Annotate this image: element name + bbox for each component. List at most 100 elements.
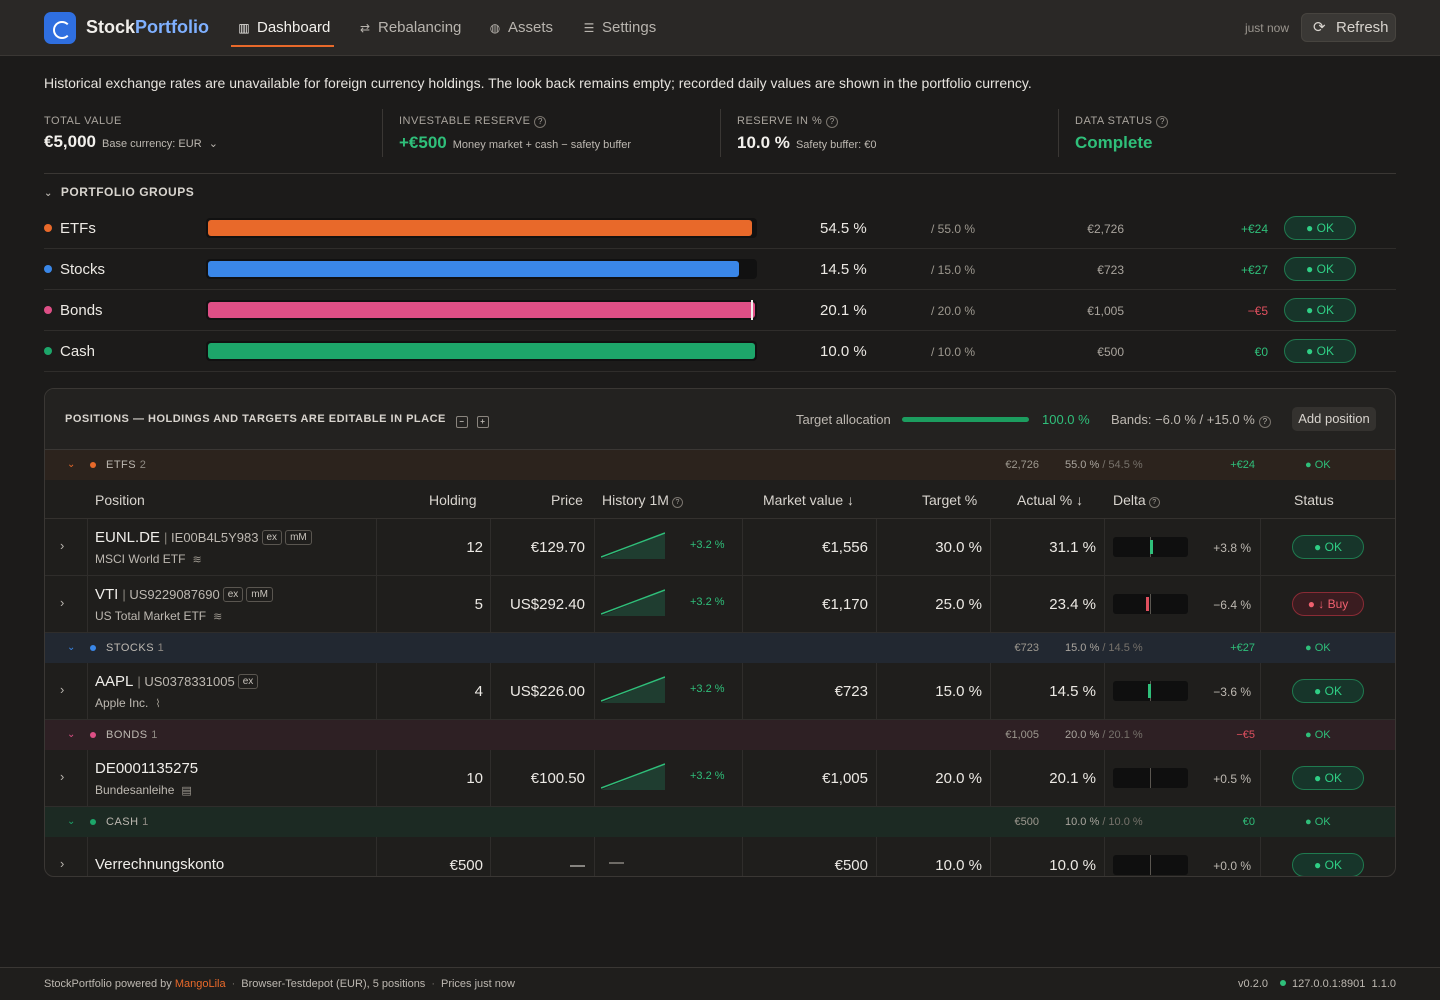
- col-delta[interactable]: Delta?: [1113, 492, 1160, 508]
- positions-panel: POSITIONS — HOLDINGS AND TARGETS ARE EDI…: [44, 388, 1396, 877]
- col-target[interactable]: Target %: [922, 492, 978, 508]
- app-logo-icon[interactable]: [44, 12, 76, 44]
- actual-pct: 10.0 %: [1049, 857, 1096, 874]
- chevron-right-icon[interactable]: ›: [60, 595, 65, 610]
- group-row-etfs[interactable]: ETFs 54.5 % / 55.0 % €2,726 +€24 ● OK: [44, 208, 1396, 249]
- table-row-bund[interactable]: › DE0001135275 Bundesanleihe ▤ 10 €100.50 +3.2…: [45, 750, 1395, 807]
- group-row-bonds[interactable]: Bonds 20.1 % / 20.0 % €1,005 −€5 ● OK: [44, 290, 1396, 331]
- target-pct-input[interactable]: 20.0 %: [935, 770, 982, 787]
- help-icon[interactable]: ?: [671, 497, 683, 508]
- holding-input[interactable]: 10: [466, 770, 483, 787]
- group-row-cash[interactable]: Cash 10.0 % / 10.0 % €500 €0 ● OK: [44, 331, 1396, 372]
- isin: IE00B4L5Y983: [164, 530, 258, 545]
- help-icon[interactable]: ?: [534, 116, 547, 128]
- section-etfs[interactable]: ⌄ ETFS 2 €2,726 55.0 % / 54.5 % +€24 ● O…: [45, 450, 1395, 480]
- market-value: €500: [834, 857, 868, 874]
- sliders-icon: ☰: [583, 21, 595, 35]
- table-row-vti[interactable]: › VTIUS9229087690exmM US Total Market ETF ≋…: [45, 576, 1395, 633]
- actual-pct: 31.1 %: [1049, 539, 1096, 556]
- connection-status-dot: [1280, 980, 1286, 986]
- ticker: VTI: [95, 586, 119, 603]
- nav-settings[interactable]: ☰ Settings: [583, 19, 657, 36]
- holding-input[interactable]: 5: [474, 596, 483, 613]
- target-pct-input[interactable]: 25.0 %: [935, 596, 982, 613]
- status-badge[interactable]: ● OK: [1292, 535, 1364, 559]
- nav-assets[interactable]: ◍ Assets: [489, 19, 554, 36]
- group-color-dot: [44, 306, 52, 314]
- chevron-right-icon[interactable]: ›: [60, 769, 65, 784]
- isin: US0378331005: [137, 674, 234, 689]
- chevron-right-icon[interactable]: ›: [60, 682, 65, 697]
- group-name: Bonds: [60, 302, 103, 319]
- column-divider: [1260, 837, 1261, 876]
- brand-name[interactable]: StockPortfolio: [86, 17, 210, 37]
- market-value: €1,556: [822, 539, 868, 556]
- section-stocks[interactable]: ⌄ STOCKS 1 €723 15.0 % / 14.5 % +€27 ● OK: [45, 633, 1395, 663]
- help-icon[interactable]: ?: [826, 116, 839, 128]
- column-divider: [87, 576, 88, 633]
- section-cash[interactable]: ⌄ CASH 1 €500 10.0 % / 10.0 % €0 ● OK: [45, 807, 1395, 837]
- nav-rebalancing[interactable]: ⇄ Rebalancing: [359, 19, 462, 36]
- status-badge: ● OK: [1284, 216, 1356, 240]
- col-market-value[interactable]: Market value ↓: [763, 492, 855, 508]
- target-pct-input[interactable]: 10.0 %: [935, 857, 982, 874]
- holding-input[interactable]: €500: [449, 857, 483, 874]
- col-price[interactable]: Price: [551, 492, 583, 508]
- isin: US9229087690: [122, 587, 219, 602]
- group-delta: −€5: [1247, 304, 1268, 318]
- base-currency-select[interactable]: Base currency: EUR ⌄: [102, 138, 218, 150]
- target-pct-input[interactable]: 30.0 %: [935, 539, 982, 556]
- group-actual-pct: 10.0 %: [820, 343, 867, 360]
- column-divider: [1260, 663, 1261, 720]
- mangolila-link[interactable]: MangoLila: [174, 978, 226, 990]
- active-tab-indicator: [231, 45, 334, 47]
- table-row-eunl[interactable]: › EUNL.DEIE00B4L5Y983exmM MSCI World ETF ≋ 1…: [45, 519, 1395, 576]
- column-divider: [87, 837, 88, 876]
- portfolio-groups-toggle[interactable]: ⌄ PORTFOLIO GROUPS: [44, 185, 195, 199]
- help-icon[interactable]: ?: [1258, 416, 1271, 428]
- help-icon[interactable]: ?: [1148, 497, 1160, 508]
- column-divider: [87, 519, 88, 576]
- delta-indicator: [1146, 597, 1149, 611]
- expand-all-icon[interactable]: +: [476, 416, 489, 428]
- refresh-button[interactable]: ⟳ Refresh: [1301, 13, 1396, 42]
- fx-notice: Historical exchange rates are unavailabl…: [44, 75, 1032, 91]
- col-position[interactable]: Position: [95, 492, 145, 508]
- col-history[interactable]: History 1M?: [602, 492, 683, 508]
- group-allocation-bar: [206, 300, 757, 320]
- table-row-cash[interactable]: › Verrechnungskonto €500 — — €500 10.0 % 10.0 %…: [45, 837, 1395, 876]
- col-actual[interactable]: Actual % ↓: [1017, 492, 1084, 508]
- delta-bar: [1113, 537, 1188, 557]
- column-divider: [594, 519, 595, 576]
- nav-dashboard[interactable]: ▥ Dashboard: [238, 19, 331, 36]
- add-position-button[interactable]: Add position: [1292, 407, 1376, 431]
- table-row-aapl[interactable]: › AAPLUS0378331005ex Apple Inc. ⌇ 4 US$226.00…: [45, 663, 1395, 720]
- help-icon[interactable]: ?: [1156, 116, 1169, 128]
- collapse-all-icon[interactable]: −: [455, 416, 468, 428]
- column-divider: [742, 837, 743, 876]
- bar-chart-icon: ▥: [238, 21, 250, 35]
- chevron-right-icon[interactable]: ›: [60, 538, 65, 553]
- column-divider: [742, 750, 743, 807]
- section-bonds[interactable]: ⌄ BONDS 1 €1,005 20.0 % / 20.1 % −€5 ● OK: [45, 720, 1395, 750]
- group-color-dot: [90, 819, 96, 825]
- target-pct-input[interactable]: 15.0 %: [935, 683, 982, 700]
- group-allocation-bar: [206, 341, 757, 361]
- status-badge[interactable]: ● ↓ Buy: [1292, 592, 1364, 616]
- history-sparkline: [600, 588, 666, 616]
- holding-input[interactable]: 12: [466, 539, 483, 556]
- delta-value: +0.5 %: [1213, 772, 1251, 786]
- actual-pct: 20.1 %: [1049, 770, 1096, 787]
- group-actual-pct: 20.1 %: [820, 302, 867, 319]
- group-row-stocks[interactable]: Stocks 14.5 % / 15.0 % €723 +€27 ● OK: [44, 249, 1396, 290]
- col-status[interactable]: Status: [1294, 492, 1334, 508]
- col-holding[interactable]: Holding: [429, 492, 477, 508]
- tag-ex: ex: [222, 587, 244, 602]
- status-badge[interactable]: ● OK: [1292, 766, 1364, 790]
- status-badge[interactable]: ● OK: [1292, 853, 1364, 876]
- tag-mM: mM: [285, 530, 312, 545]
- chevron-right-icon[interactable]: ›: [60, 856, 65, 871]
- status-badge[interactable]: ● OK: [1292, 679, 1364, 703]
- divider: [44, 173, 1396, 174]
- holding-input[interactable]: 4: [474, 683, 483, 700]
